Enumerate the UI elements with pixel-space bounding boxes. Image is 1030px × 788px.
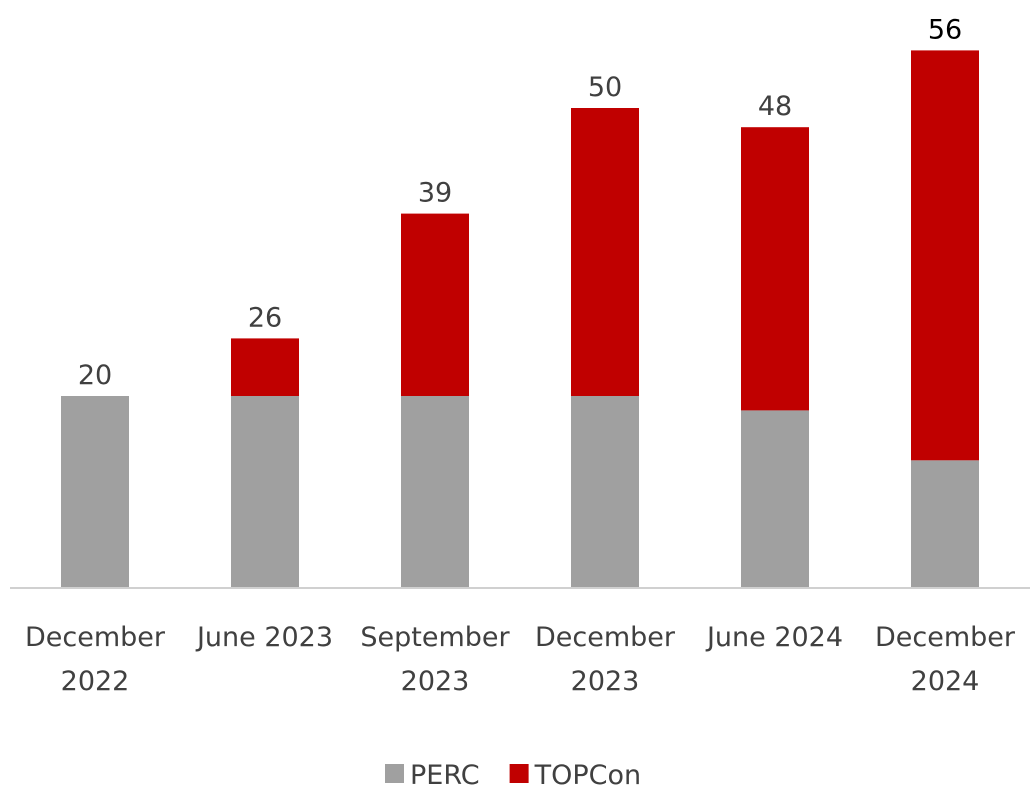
x-tick-label: December 2024 xyxy=(875,622,1016,697)
bar-segment xyxy=(401,396,469,588)
x-tick-label: December 2022 xyxy=(25,622,166,697)
bar-segment xyxy=(911,460,979,588)
bar-segment xyxy=(231,338,299,396)
x-tick-label-line: 2022 xyxy=(61,666,130,697)
bar-segment xyxy=(231,396,299,588)
legend-label: TOPCon xyxy=(534,760,642,788)
x-tick-label-line: September xyxy=(360,622,510,653)
total-label: 39 xyxy=(418,178,452,209)
total-label: 48 xyxy=(758,91,792,122)
legend-label: PERC xyxy=(410,760,480,788)
x-tick-label-line: December xyxy=(25,622,166,653)
bar-segment xyxy=(571,396,639,588)
total-label: 56 xyxy=(928,14,962,45)
x-tick-label-line: December xyxy=(875,622,1016,653)
bar-segment xyxy=(61,396,129,588)
x-tick-label-line: December xyxy=(535,622,676,653)
bar-segment xyxy=(741,127,809,411)
x-tick-label-line: 2024 xyxy=(911,666,980,697)
bar-segment xyxy=(911,50,979,461)
total-label: 26 xyxy=(248,302,282,333)
total-label: 20 xyxy=(78,360,112,391)
x-tick-label: June 2023 xyxy=(195,622,333,653)
x-tick-label: December 2023 xyxy=(535,622,676,697)
legend-swatch xyxy=(385,764,404,783)
x-tick-label: June 2024 xyxy=(705,622,843,653)
x-tick-label-line: 2023 xyxy=(401,666,470,697)
legend-swatch xyxy=(509,764,529,783)
bar-segment xyxy=(571,108,639,396)
x-tick-label-line: 2023 xyxy=(571,666,640,697)
total-label: 50 xyxy=(588,72,622,103)
bar-segment xyxy=(401,213,469,396)
x-tick-label: September 2023 xyxy=(360,622,510,697)
bar-segment xyxy=(741,410,809,588)
